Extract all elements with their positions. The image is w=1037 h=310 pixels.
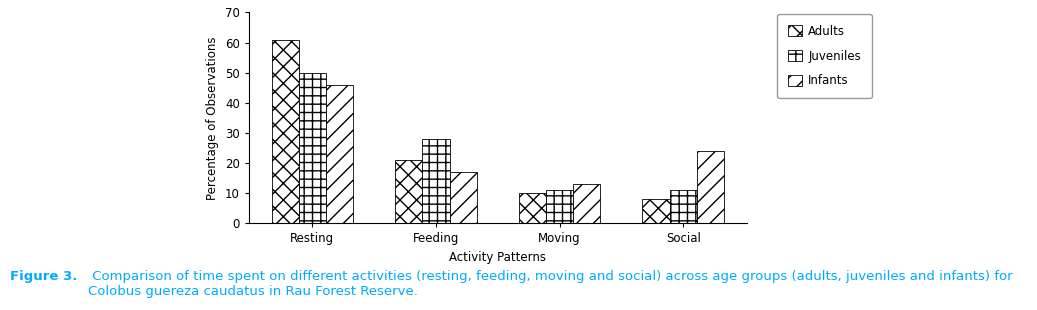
Legend: Adults, Juveniles, Infants: Adults, Juveniles, Infants <box>778 14 871 98</box>
Bar <box>670 190 697 223</box>
Bar <box>518 193 545 223</box>
Bar <box>299 73 326 223</box>
Bar <box>545 190 573 223</box>
Y-axis label: Percentage of Observations: Percentage of Observations <box>206 36 220 200</box>
Bar <box>395 160 422 223</box>
Bar <box>642 199 670 223</box>
Text: Comparison of time spent on different activities (resting, feeding, moving and s: Comparison of time spent on different ac… <box>88 270 1013 298</box>
Bar <box>697 151 724 223</box>
Bar <box>272 39 299 223</box>
Bar <box>422 139 450 223</box>
Bar <box>450 172 477 223</box>
Bar <box>573 184 600 223</box>
Text: Figure 3.: Figure 3. <box>10 270 78 283</box>
Bar <box>326 85 354 223</box>
X-axis label: Activity Patterns: Activity Patterns <box>449 251 546 264</box>
